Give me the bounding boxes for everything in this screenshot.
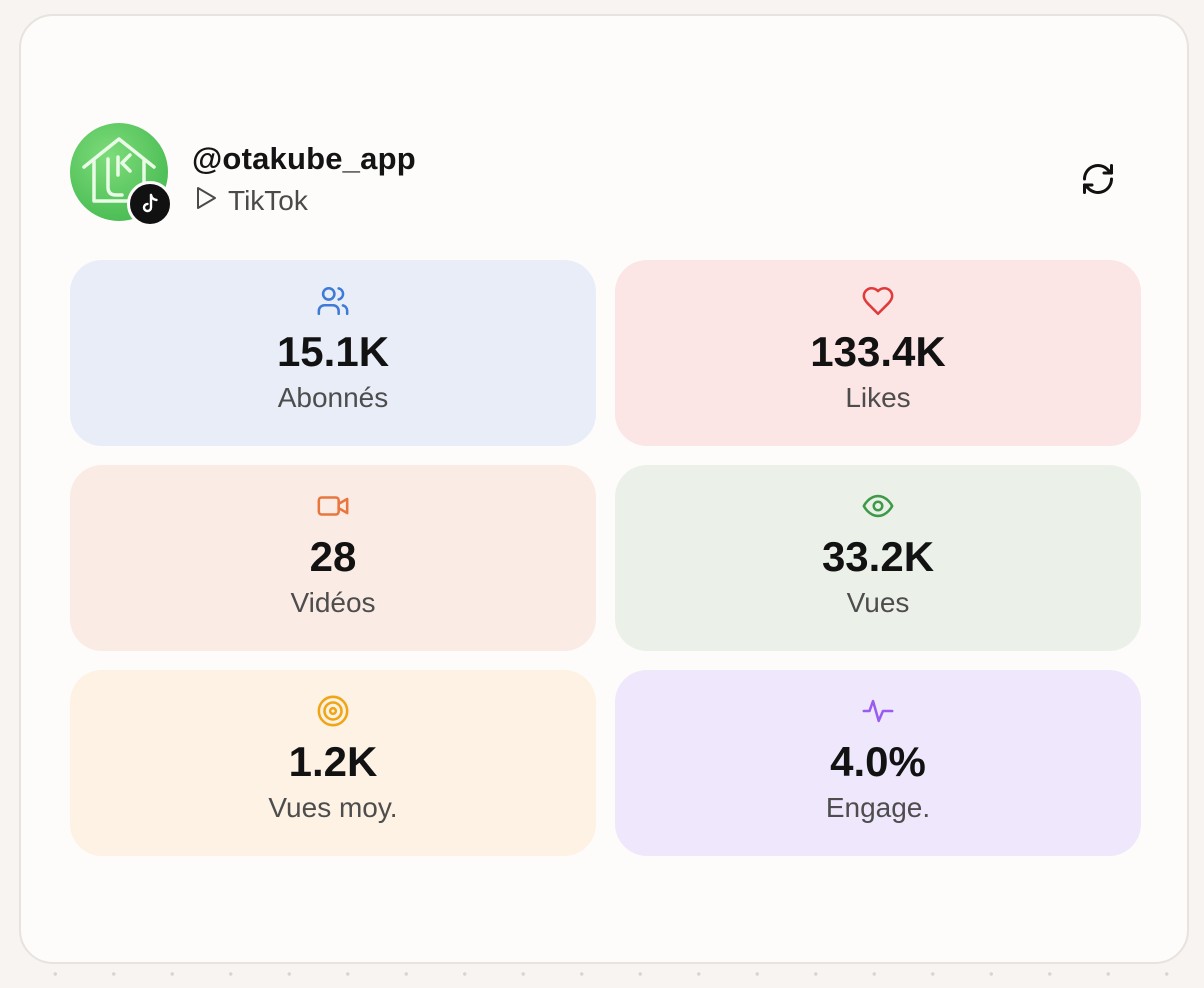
play-icon — [194, 185, 218, 218]
stat-label: Abonnés — [277, 382, 389, 413]
background-dots — [0, 968, 1204, 980]
stat-card-engagement: 4.0% Engage. — [615, 670, 1141, 856]
tiktok-icon — [127, 181, 173, 227]
heart-icon — [861, 284, 895, 318]
stat-card-likes: 133.4K Likes — [615, 260, 1141, 446]
stat-label: Vues moy. — [268, 792, 398, 823]
stat-value: 33.2K — [821, 533, 935, 580]
users-icon — [316, 284, 350, 318]
target-icon — [316, 694, 350, 728]
refresh-icon — [1083, 164, 1113, 194]
stat-card-abonnes: 15.1K Abonnés — [70, 260, 596, 446]
profile-header: @otakube_app TikTok — [70, 123, 1140, 227]
avatar — [70, 123, 173, 227]
stat-card-videos: 28 Vidéos — [70, 465, 596, 651]
stat-label: Likes — [845, 382, 911, 413]
stat-value: 15.1K — [276, 328, 390, 375]
stat-value: 4.0% — [830, 738, 926, 785]
stat-label: Engage. — [825, 792, 931, 823]
stat-value: 133.4K — [810, 328, 946, 375]
stat-value: 28 — [309, 533, 357, 580]
stat-card-vues: 33.2K Vues — [615, 465, 1141, 651]
tiktok-stats-card: @otakube_app TikTok — [19, 14, 1189, 964]
refresh-button[interactable] — [1078, 159, 1118, 199]
platform-label: TikTok — [228, 185, 308, 216]
platform-row: TikTok — [194, 185, 308, 217]
eye-icon — [861, 489, 895, 523]
stat-label: Vidéos — [290, 587, 376, 618]
stats-grid: 15.1K Abonnés 133.4K Likes 28 Vidéos — [70, 260, 1141, 856]
video-icon — [316, 489, 350, 523]
stat-value: 1.2K — [288, 738, 378, 785]
profile-handle: @otakube_app — [192, 141, 416, 176]
stat-card-vues-moy: 1.2K Vues moy. — [70, 670, 596, 856]
activity-icon — [861, 694, 895, 728]
stat-label: Vues — [846, 587, 910, 618]
